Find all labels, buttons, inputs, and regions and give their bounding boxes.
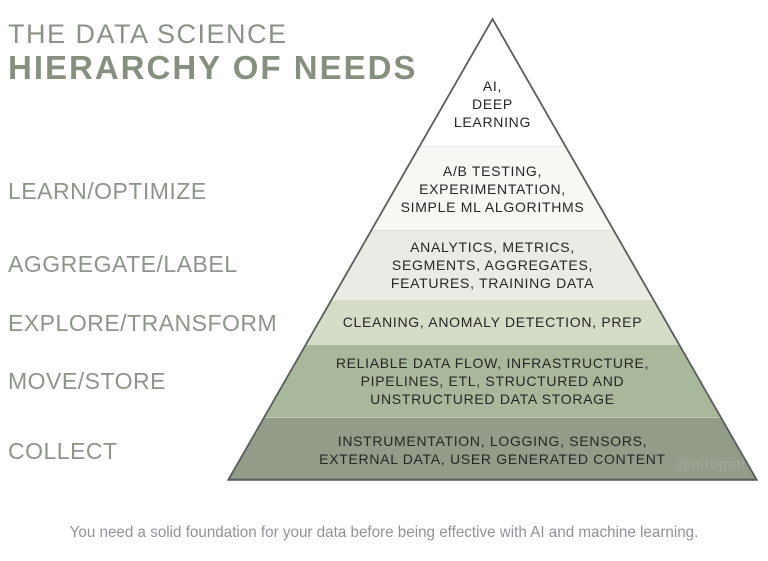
pyramid-level-text: A/B TESTING, EXPERIMENTATION, SIMPLE ML … — [400, 162, 585, 215]
side-label-move-store: MOVE/STORE — [8, 368, 166, 394]
pyramid-level-text: INSTRUMENTATION, LOGGING, SENSORS, EXTER… — [319, 432, 666, 467]
pyramid-level-ai-deep-learning: AI, DEEP LEARNING — [227, 18, 758, 146]
pyramid-level-text: RELIABLE DATA FLOW, INFRASTRUCTURE, PIPE… — [335, 355, 650, 407]
hierarchy-pyramid: AI, DEEP LEARNING A/B TESTING, EXPERIMEN… — [226, 17, 759, 481]
side-label-collect: COLLECT — [8, 438, 118, 464]
pyramid-level-learn-optimize: A/B TESTING, EXPERIMENTATION, SIMPLE ML … — [227, 146, 758, 230]
pyramid-level-aggregate-label: ANALYTICS, METRICS, SEGMENTS, AGGREGATES… — [227, 230, 758, 299]
watermark-credit: @mrogati — [675, 456, 745, 473]
pyramid-level-text: ANALYTICS, METRICS, SEGMENTS, AGGREGATES… — [390, 239, 595, 291]
pyramid-level-text: AI, DEEP LEARNING — [453, 78, 532, 130]
pyramid-bands: AI, DEEP LEARNING A/B TESTING, EXPERIMEN… — [227, 18, 758, 481]
side-label-learn-optimize: LEARN/OPTIMIZE — [8, 178, 207, 204]
pyramid-level-explore-transform: CLEANING, ANOMALY DETECTION, PREP — [227, 299, 758, 344]
pyramid-level-move-store: RELIABLE DATA FLOW, INFRASTRUCTURE, PIPE… — [227, 344, 758, 417]
footer-caption: You need a solid foundation for your dat… — [69, 524, 699, 541]
pyramid-level-text: CLEANING, ANOMALY DETECTION, PREP — [342, 314, 643, 330]
side-label-aggregate-label: AGGREGATE/LABEL — [8, 251, 238, 277]
